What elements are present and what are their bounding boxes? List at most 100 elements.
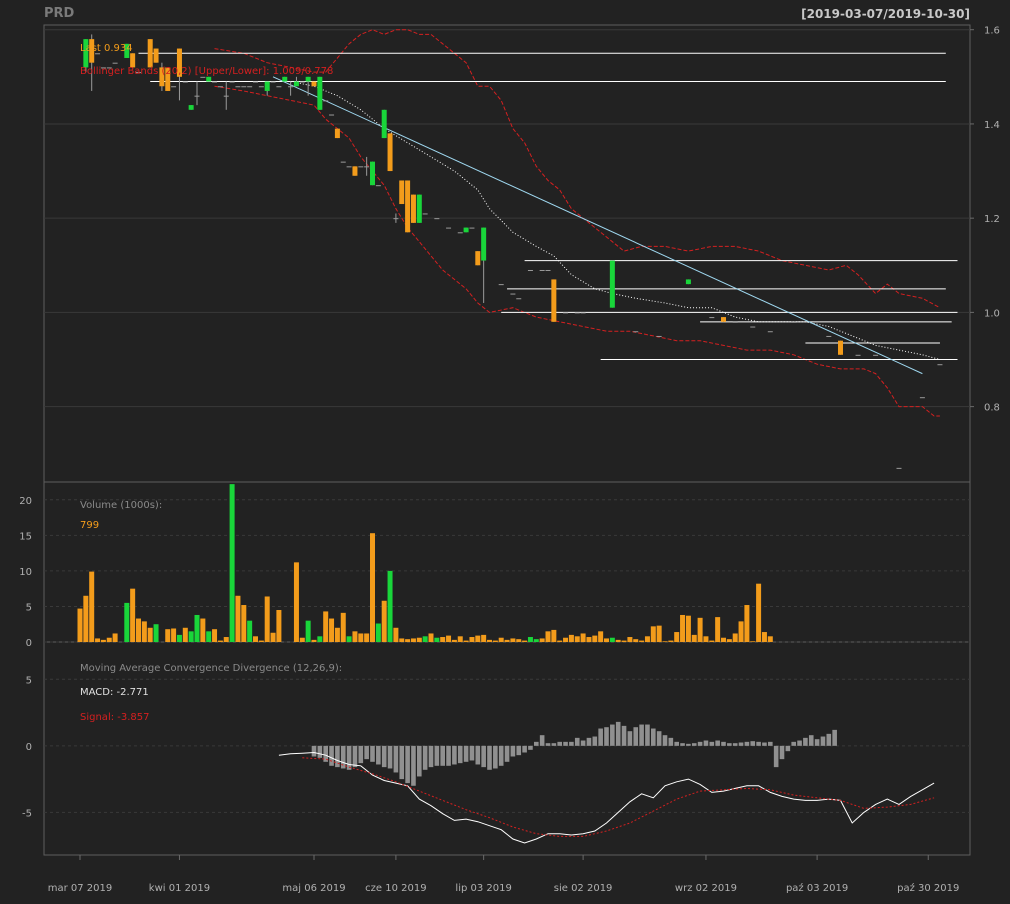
candle-body <box>83 39 89 68</box>
macd-histogram-bar <box>598 728 603 746</box>
x-axis-tick-label: cze 10 2019 <box>365 883 426 894</box>
macd-panel <box>278 721 935 844</box>
volume-bar <box>95 638 101 642</box>
volume-bar <box>241 605 247 642</box>
candle-body <box>293 81 299 87</box>
macd-histogram-bar <box>715 740 720 746</box>
volume-bar <box>217 640 223 642</box>
macd-histogram-bar <box>393 745 399 773</box>
volume-bar <box>293 562 299 642</box>
volume-bar <box>112 633 118 642</box>
macd-histogram-bar <box>381 745 387 768</box>
volume-bar <box>358 633 364 642</box>
macd-histogram-bar <box>803 737 808 746</box>
volume-bar <box>697 617 703 642</box>
candle-body <box>188 105 194 110</box>
macd-histogram-bar <box>621 725 627 746</box>
volume-y-tick-label: 15 <box>19 531 32 542</box>
candle-body <box>264 81 270 91</box>
candle-body <box>352 166 358 176</box>
candle-body <box>539 269 545 271</box>
volume-bar <box>516 639 522 642</box>
macd-histogram-bar <box>639 724 644 746</box>
macd-histogram-bar <box>335 745 340 768</box>
volume-bar <box>83 595 89 642</box>
candle-body <box>340 161 346 163</box>
trendline <box>272 76 923 375</box>
volume-bar <box>451 639 457 642</box>
candle-body <box>387 133 393 172</box>
macd-histogram-bar <box>516 745 522 756</box>
macd-histogram-bar <box>820 736 826 746</box>
candle-body <box>416 194 422 223</box>
candle-body <box>130 53 136 68</box>
volume-bar <box>668 640 674 642</box>
macd-histogram-bar <box>569 741 574 746</box>
macd-histogram-bar <box>785 745 791 752</box>
volume-bar <box>568 634 574 642</box>
volume-bar <box>463 640 469 642</box>
volume-bar <box>410 638 416 642</box>
macd-y-tick-label: -5 <box>22 808 32 819</box>
macd-histogram-bar <box>721 741 726 746</box>
candle-body <box>334 128 340 139</box>
price-y-tick-label: 1.2 <box>984 214 1000 225</box>
volume-bar <box>77 608 83 642</box>
volume-bar <box>434 637 440 642</box>
macd-histogram-bar <box>311 745 317 757</box>
volume-bar <box>264 596 270 642</box>
volume-bar <box>475 635 481 642</box>
volume-bar <box>212 629 218 642</box>
volume-bar <box>89 571 95 642</box>
macd-histogram-bar <box>528 745 533 750</box>
macd-histogram-bar <box>633 727 639 746</box>
macd-histogram-bar <box>364 745 369 760</box>
macd-histogram-bar <box>727 743 732 746</box>
volume-bar <box>586 637 592 642</box>
volume-bar <box>200 618 206 642</box>
x-axis-tick-label: kwi 01 2019 <box>149 883 210 894</box>
candle-body <box>422 213 428 215</box>
macd-histogram-bar <box>744 741 750 746</box>
price-y-tick-label: 1.0 <box>984 308 1000 319</box>
candle-body <box>370 161 375 186</box>
macd-histogram-bar <box>346 745 352 770</box>
candle-body <box>182 81 188 83</box>
macd-histogram-bar <box>697 741 703 746</box>
legend-bollinger: Bollinger Bands (20,2) [Upper/Lower]: 1.… <box>80 66 333 77</box>
macd-histogram-bar <box>691 743 697 746</box>
price-y-tick-label: 1.6 <box>984 26 1000 37</box>
volume-bar <box>539 638 545 642</box>
volume-bar <box>680 614 686 642</box>
macd-y-tick-label: 0 <box>26 742 32 753</box>
macd-histogram-bar <box>340 745 346 769</box>
legend-last: Last 0.934 <box>80 43 133 54</box>
macd-y-tick-label: 5 <box>26 675 32 686</box>
macd-histogram-bar <box>662 735 668 746</box>
volume-bar <box>147 627 153 642</box>
candle-body <box>469 227 475 229</box>
volume-bar <box>527 637 533 642</box>
volume-bar <box>703 636 709 642</box>
volume-bar <box>674 632 680 642</box>
macd-histogram-bar <box>498 745 504 766</box>
x-axis-tick-label: maj 06 2019 <box>282 883 345 894</box>
macd-histogram-bar <box>762 742 767 746</box>
macd-histogram-bar <box>463 745 469 762</box>
volume-bar <box>715 617 721 642</box>
macd-histogram-bar <box>457 745 463 764</box>
candle-body <box>176 48 182 77</box>
candle-body <box>223 95 229 97</box>
candle-body <box>826 335 832 337</box>
volume-bar <box>750 641 756 642</box>
candle-body <box>282 76 288 82</box>
volume-bar <box>685 615 691 642</box>
macd-histogram-bar <box>352 745 358 768</box>
volume-bar <box>188 631 194 642</box>
candle-body <box>393 218 399 220</box>
candle-body <box>95 53 101 55</box>
macd-histogram-bar <box>709 741 715 746</box>
volume-bar <box>223 637 229 642</box>
candle-body <box>329 114 335 116</box>
